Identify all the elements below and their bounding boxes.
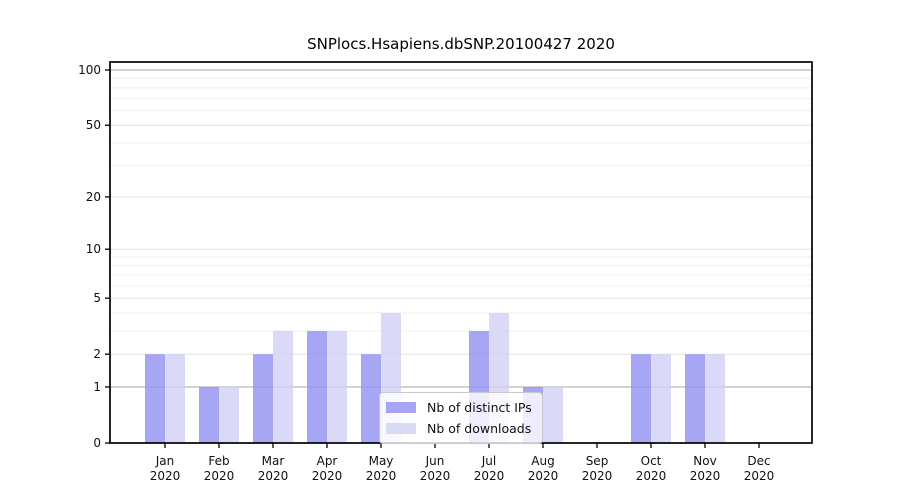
y-tick-label: 1: [93, 380, 101, 394]
bar-distinct-ips: [307, 330, 327, 443]
x-tick-label-year: 2020: [636, 469, 667, 483]
chart-title: SNPlocs.Hsapiens.dbSNP.20100427 2020: [307, 35, 615, 53]
y-tick-label: 0: [93, 436, 101, 450]
legend-swatch-distinct-ips: [386, 401, 416, 413]
x-tick-label-month: Jul: [481, 454, 496, 468]
bar-distinct-ips: [361, 354, 381, 443]
bar-distinct-ips: [631, 354, 651, 443]
y-tick-label: 2: [93, 347, 101, 361]
x-tick-label-month: Jan: [155, 454, 175, 468]
bar-downloads: [543, 386, 563, 443]
x-tick-label-month: Jun: [425, 454, 445, 468]
bar-downloads: [327, 330, 347, 443]
x-tick-label-year: 2020: [690, 469, 721, 483]
x-tick-label-year: 2020: [258, 469, 289, 483]
bar-distinct-ips: [199, 386, 219, 443]
x-tick-label-month: Dec: [747, 454, 770, 468]
y-tick-label: 20: [86, 190, 101, 204]
x-tick-label-month: Sep: [586, 454, 609, 468]
bar-distinct-ips: [145, 354, 165, 443]
x-tick-label-month: Feb: [208, 454, 229, 468]
x-tick-label-year: 2020: [744, 469, 775, 483]
x-tick-label-month: Oct: [641, 454, 662, 468]
bar-downloads: [273, 330, 293, 443]
x-tick-label-year: 2020: [204, 469, 235, 483]
x-tick-label-month: Aug: [531, 454, 554, 468]
legend-item-downloads: Nb of downloads: [386, 420, 532, 436]
x-tick-label-year: 2020: [312, 469, 343, 483]
bar-downloads: [705, 354, 725, 443]
x-tick-label-month: Nov: [693, 454, 716, 468]
legend: Nb of distinct IPs Nb of downloads: [379, 392, 543, 444]
bar-downloads: [165, 354, 185, 443]
legend-label-distinct-ips: Nb of distinct IPs: [427, 399, 532, 415]
bar-distinct-ips: [685, 354, 705, 443]
y-tick-label: 10: [86, 242, 101, 256]
y-tick-label: 50: [86, 118, 101, 132]
bar-downloads: [651, 354, 671, 443]
x-tick-label-year: 2020: [528, 469, 559, 483]
legend-item-distinct-ips: Nb of distinct IPs: [386, 399, 532, 415]
bar-downloads: [219, 386, 239, 443]
x-tick-label-month: May: [369, 454, 394, 468]
y-tick-label: 100: [78, 63, 101, 77]
x-tick-label-month: Mar: [262, 454, 285, 468]
legend-label-downloads: Nb of downloads: [427, 420, 532, 436]
x-tick-label-year: 2020: [366, 469, 397, 483]
x-tick-label-year: 2020: [150, 469, 181, 483]
x-tick-label-year: 2020: [474, 469, 505, 483]
x-tick-label-month: Apr: [317, 454, 338, 468]
x-tick-label-year: 2020: [420, 469, 451, 483]
y-tick-label: 5: [93, 291, 101, 305]
legend-swatch-downloads: [386, 422, 416, 434]
x-tick-label-year: 2020: [582, 469, 613, 483]
bar-distinct-ips: [253, 354, 273, 443]
